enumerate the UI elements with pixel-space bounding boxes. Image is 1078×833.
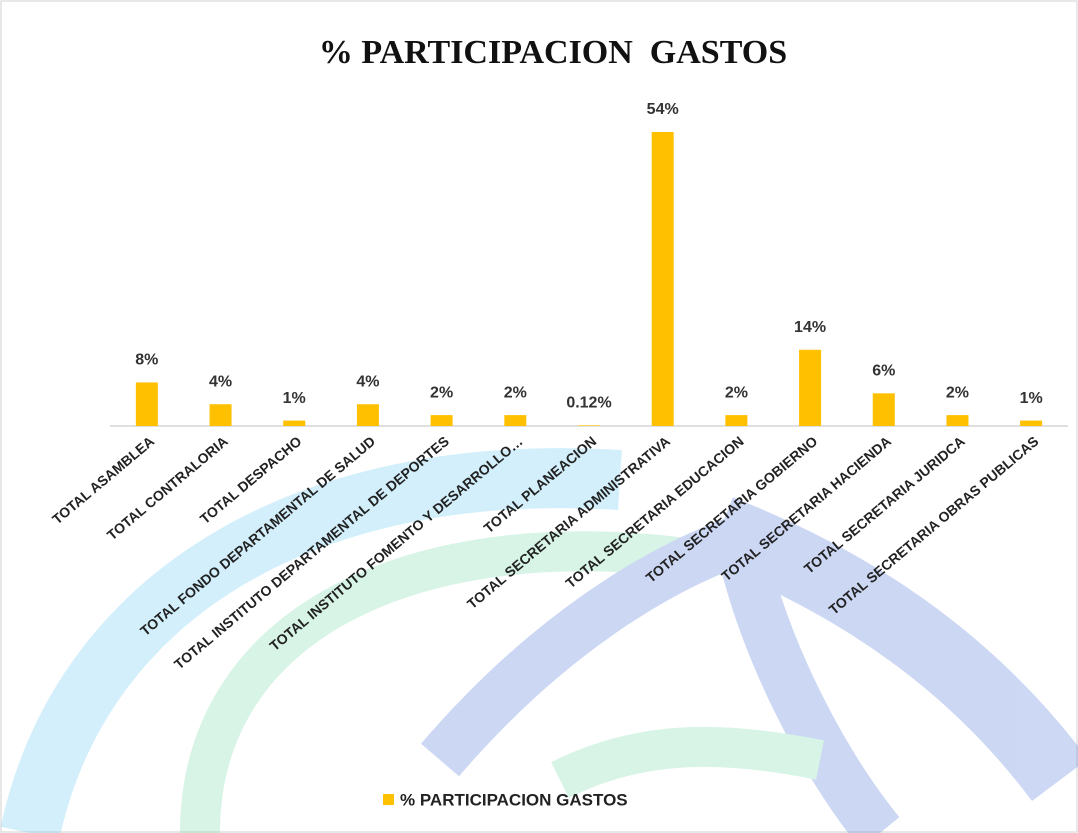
bar (872, 393, 895, 426)
value-label: 2% (725, 384, 748, 401)
value-label: 4% (356, 373, 379, 390)
bar (430, 415, 453, 426)
value-label: 8% (135, 352, 158, 369)
value-label: 2% (504, 384, 527, 401)
chart-title: % PARTICIPACION GASTOS (319, 34, 787, 71)
legend-label: % PARTICIPACION GASTOS (400, 790, 628, 809)
value-label: 1% (1020, 390, 1043, 407)
value-label: 1% (283, 390, 306, 407)
bar (135, 382, 158, 426)
bar (578, 425, 600, 426)
value-label: 54% (647, 101, 679, 118)
value-label: 2% (946, 384, 969, 401)
bar (209, 404, 232, 426)
bar (356, 404, 379, 426)
bar (946, 415, 969, 426)
bar (651, 132, 674, 426)
background-decoration (0, 448, 1078, 833)
bar (799, 349, 822, 426)
legend-swatch (383, 794, 394, 805)
value-label: 2% (430, 384, 453, 401)
value-label: 14% (794, 319, 826, 336)
bar (283, 420, 306, 426)
value-label: 0.12% (566, 395, 611, 412)
value-label: 4% (209, 373, 232, 390)
value-label: 6% (872, 363, 895, 380)
bar (1020, 420, 1043, 426)
bar (504, 415, 527, 426)
bar (725, 415, 748, 426)
